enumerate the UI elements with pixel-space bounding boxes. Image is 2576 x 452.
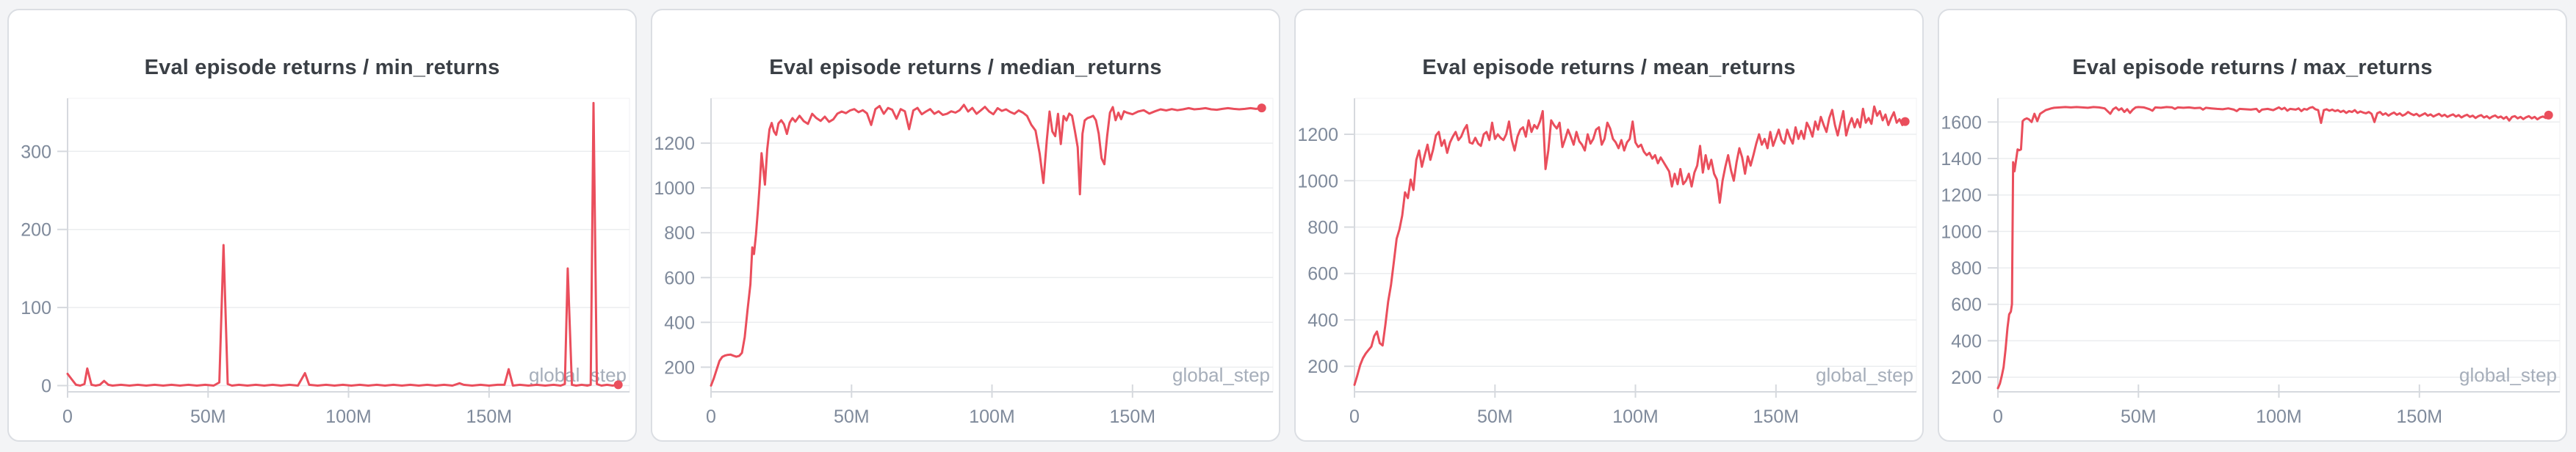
y-tick-label: 100 [21, 298, 51, 318]
chart-canvas[interactable]: 0 100 200 300 0 50M 100M 150M global_step [9, 10, 635, 440]
y-tick-label: 400 [1951, 331, 1982, 351]
x-tick-label: 50M [190, 407, 226, 427]
x-tick-label: 150M [466, 407, 513, 427]
y-tick-label: 400 [664, 313, 695, 333]
y-tick-label: 200 [1951, 368, 1982, 388]
x-tick-label: 0 [62, 407, 73, 427]
y-tick-label: 400 [1307, 310, 1338, 331]
chart-title: Eval episode returns / min_returns [144, 56, 500, 79]
x-tick-label: 100M [325, 407, 372, 427]
chart-title: Eval episode returns / median_returns [769, 56, 1162, 79]
x-tick-label: 50M [834, 407, 870, 427]
x-tick-label: 0 [1993, 407, 2003, 427]
y-tick-label: 800 [1951, 258, 1982, 279]
x-tick-label: 150M [2397, 407, 2443, 427]
y-tick-label: 300 [21, 142, 51, 162]
chart-panel-median-returns[interactable]: Eval episode returns / median_returns 20… [651, 9, 1280, 442]
series-end-marker[interactable] [1900, 117, 1910, 126]
x-axis-title: global_step [2459, 364, 2557, 386]
line-chart-svg: 0 100 200 300 0 50M 100M 150M global_step [21, 98, 630, 427]
y-tick-label: 1200 [1297, 125, 1338, 145]
series-end-marker[interactable] [613, 380, 623, 390]
y-tick-label: 200 [664, 357, 695, 378]
series-line-mean_returns[interactable] [1353, 105, 1907, 386]
series-end-marker[interactable] [2544, 110, 2553, 120]
y-tick-label: 1200 [1941, 186, 1982, 206]
x-tick-label: 150M [1753, 407, 1800, 427]
chart-canvas[interactable]: 200 400 600 800 1000 1200 0 50M 100M 150M global_s… [1296, 10, 1922, 440]
chart-title: Eval episode returns / mean_returns [1422, 56, 1796, 79]
x-axis-title: global_step [1172, 364, 1270, 386]
x-tick-label: 100M [1612, 407, 1659, 427]
y-tick-label: 1000 [1941, 222, 1982, 242]
y-tick-label: 600 [1951, 295, 1982, 316]
x-tick-label: 50M [1477, 407, 1513, 427]
y-tick-label: 1600 [1941, 112, 1982, 133]
x-axis-title: global_step [1816, 364, 1913, 386]
line-chart-svg: 200 400 600 800 1000 1200 1400 1600 0 50M 100M 150M… [1941, 98, 2561, 427]
chart-panel-mean-returns[interactable]: Eval episode returns / mean_returns 200 4… [1294, 9, 1924, 442]
y-tick-label: 600 [1307, 264, 1338, 285]
line-chart-svg: 200 400 600 800 1000 1200 0 50M 100M 150M global_s… [1297, 98, 1917, 427]
x-tick-label: 0 [706, 407, 716, 427]
x-tick-label: 0 [1349, 407, 1360, 427]
plot-area[interactable] [67, 98, 630, 393]
x-tick-label: 100M [2256, 407, 2302, 427]
plot-area[interactable] [710, 98, 1274, 393]
y-tick-label: 800 [1307, 218, 1338, 238]
series-line-median_returns[interactable] [710, 103, 1263, 387]
x-tick-label: 150M [1110, 407, 1156, 427]
x-axis-title: global_step [529, 364, 627, 386]
chart-canvas[interactable]: 200 400 600 800 1000 1200 1400 1600 0 50M 100M 150M… [1939, 10, 2566, 440]
y-tick-label: 1400 [1941, 149, 1982, 170]
y-tick-label: 1000 [654, 178, 695, 199]
line-chart-svg: 200 400 600 800 1000 1200 0 50M 100M 150M global_s… [654, 98, 1274, 427]
y-tick-label: 1000 [1297, 171, 1338, 192]
x-tick-label: 50M [2121, 407, 2157, 427]
y-tick-label: 200 [21, 220, 51, 241]
y-tick-label: 0 [41, 376, 51, 397]
y-tick-label: 1200 [654, 134, 695, 154]
chart-panel-max-returns[interactable]: Eval episode returns / max_returns 200 40… [1938, 9, 2567, 442]
chart-panel-min-returns[interactable]: Eval episode returns / min_returns 0 100 2… [7, 9, 637, 442]
chart-title: Eval episode returns / max_returns [2072, 56, 2433, 79]
series-line-max_returns[interactable] [1996, 106, 2550, 390]
series-end-marker[interactable] [1257, 103, 1266, 113]
y-tick-label: 800 [664, 223, 695, 244]
y-tick-label: 600 [664, 268, 695, 288]
x-tick-label: 100M [969, 407, 1015, 427]
y-tick-label: 200 [1307, 357, 1338, 377]
plot-area[interactable] [1997, 98, 2561, 393]
chart-canvas[interactable]: 200 400 600 800 1000 1200 0 50M 100M 150M global_s… [652, 10, 1279, 440]
series-line-min_returns[interactable] [66, 101, 620, 387]
